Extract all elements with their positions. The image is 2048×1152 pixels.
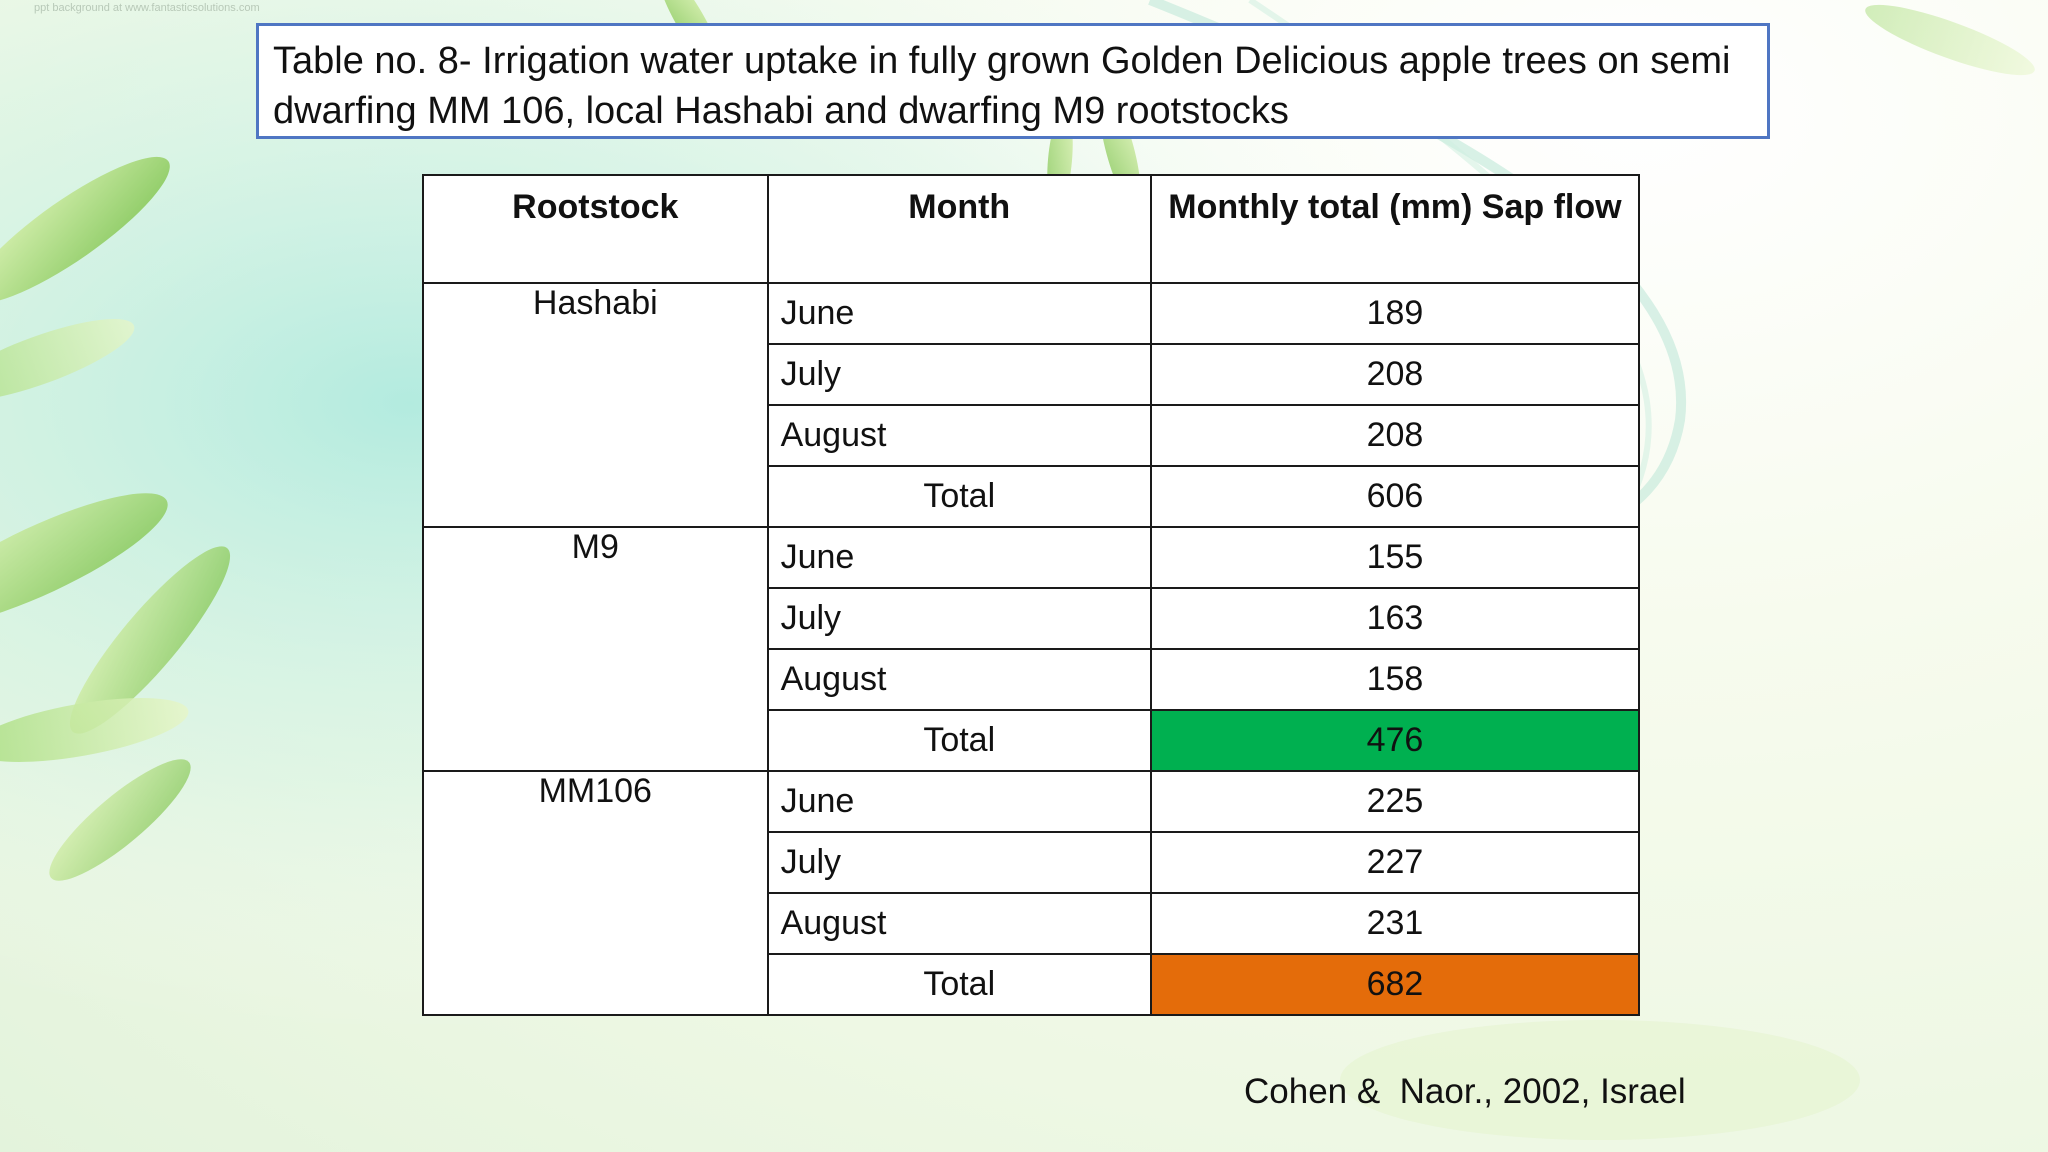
month-cell: June xyxy=(766,282,1152,345)
value-cell: 227 xyxy=(1149,831,1641,894)
total-label: Total xyxy=(766,953,1152,1016)
month-cell: August xyxy=(766,404,1152,467)
table-row: July 163 xyxy=(423,587,1641,650)
total-label: Total xyxy=(766,709,1152,772)
total-row: Total 606 xyxy=(423,465,1641,528)
value-cell: 231 xyxy=(1149,892,1641,955)
sap-flow-table: Rootstock Month Monthly total (mm) Sap f… xyxy=(422,174,1641,1016)
month-cell: August xyxy=(766,648,1152,711)
month-cell: June xyxy=(766,770,1152,833)
slide-title: Table no. 8- Irrigation water uptake in … xyxy=(256,23,1770,139)
value-cell: 208 xyxy=(1149,343,1641,406)
header-sap-flow: Monthly total (mm) Sap flow xyxy=(1149,174,1641,284)
value-cell: 208 xyxy=(1149,404,1641,467)
value-cell: 158 xyxy=(1149,648,1641,711)
month-cell: July xyxy=(766,587,1152,650)
total-row: Total 476 xyxy=(423,709,1641,772)
rootstock-m9: M9 xyxy=(422,526,769,772)
month-cell: July xyxy=(766,831,1152,894)
rootstock-mm106: MM106 xyxy=(422,770,769,1016)
value-cell: 155 xyxy=(1149,526,1641,589)
month-cell: June xyxy=(766,526,1152,589)
total-value-hashabi: 606 xyxy=(1149,465,1641,528)
total-value-m9-highlight: 476 xyxy=(1149,709,1641,772)
table-row: Hashabi June 189 xyxy=(422,282,1641,528)
value-cell: 189 xyxy=(1149,282,1641,345)
table-row: July 227 xyxy=(423,831,1641,894)
total-row: Total 682 xyxy=(423,953,1641,1016)
value-cell: 163 xyxy=(1149,587,1641,650)
total-label: Total xyxy=(766,465,1152,528)
table-row: August 158 xyxy=(423,648,1641,711)
table-row: MM106 June 225 xyxy=(422,770,1641,1016)
month-cell: August xyxy=(766,892,1152,955)
source-citation: Cohen & Naor., 2002, Israel xyxy=(1244,1072,1686,1111)
table-row: July 208 xyxy=(423,343,1641,406)
value-cell: 225 xyxy=(1149,770,1641,833)
total-value-mm106-highlight: 682 xyxy=(1149,953,1641,1016)
table-header-row: Rootstock Month Monthly total (mm) Sap f… xyxy=(422,174,1641,284)
background-watermark: ppt background at www.fantasticsolutions… xyxy=(34,2,260,14)
header-rootstock: Rootstock xyxy=(422,174,769,284)
month-cell: July xyxy=(766,343,1152,406)
rootstock-hashabi: Hashabi xyxy=(422,282,769,528)
header-month: Month xyxy=(766,174,1152,284)
table-row: August 231 xyxy=(423,892,1641,955)
table-row: M9 June 155 xyxy=(422,526,1641,772)
table-row: August 208 xyxy=(423,404,1641,467)
